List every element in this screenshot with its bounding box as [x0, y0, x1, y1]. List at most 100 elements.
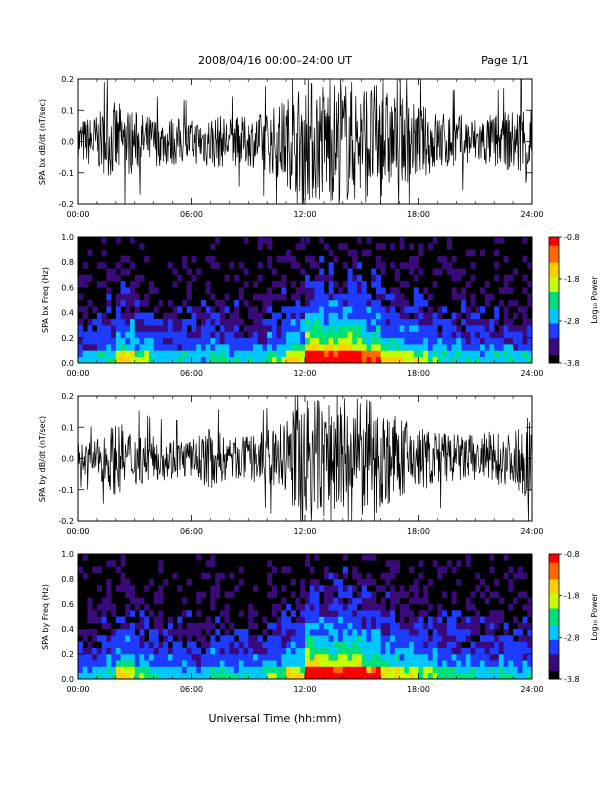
spectrogram-cell: [309, 281, 315, 288]
spectrogram-cell: [134, 356, 140, 364]
spectrogram-cell: [418, 629, 424, 636]
spectrogram-cell: [394, 350, 400, 357]
spectrogram-cell: [243, 672, 249, 680]
y-tick-label: 1.0: [61, 550, 74, 559]
spectrogram-cell: [248, 325, 254, 332]
colorbar-frame: [548, 553, 560, 680]
colorbar-swatch: [549, 281, 559, 284]
spectrogram-cell: [300, 337, 306, 345]
colorbar-swatch: [549, 247, 559, 250]
spectrogram-cell: [314, 635, 320, 642]
spectrogram-cell: [200, 325, 206, 332]
spectrogram-cell: [120, 660, 126, 667]
spectrogram-cell: [224, 610, 230, 617]
spectrogram-cell: [328, 281, 334, 288]
spectrogram-cell: [366, 654, 372, 661]
spectrogram-cell: [191, 337, 197, 345]
spectrogram-cell: [148, 325, 154, 332]
spectrogram-cell: [314, 281, 320, 288]
spectrogram-cell: [130, 660, 136, 667]
spectrogram-cell: [257, 635, 263, 642]
spectrogram-cell: [328, 622, 334, 630]
spectrogram-cell: [399, 262, 405, 269]
spectrogram-cell: [366, 647, 372, 655]
spectrogram-cell: [215, 572, 221, 580]
colorbar-swatch: [549, 651, 559, 655]
spectrogram-cell: [281, 318, 287, 326]
spectrogram-cell: [281, 660, 287, 667]
spectrogram-cell: [451, 350, 457, 357]
spectrogram-cell: [172, 666, 178, 674]
spectrogram-cell: [413, 356, 419, 364]
spectrogram-cell: [357, 350, 363, 357]
spectrogram-cell: [366, 300, 372, 307]
spectrogram-cell: [437, 629, 443, 636]
spectrogram-cell: [144, 350, 150, 357]
spectrogram-cell: [409, 344, 415, 351]
spectrogram-cell: [210, 647, 216, 655]
spectrogram-cell: [290, 610, 296, 617]
spectrogram-cell: [484, 585, 490, 592]
spectrogram-cell: [234, 647, 240, 655]
spectrogram-cell: [522, 572, 528, 580]
spectrogram-cell: [508, 672, 514, 680]
spectrogram-cell: [347, 350, 353, 357]
colorbar-tick-label: -1.8: [564, 275, 580, 284]
spectrogram-cell: [111, 268, 117, 276]
colorbar-swatch: [549, 346, 559, 349]
spectrogram-cell: [286, 566, 292, 574]
spectrogram-cell: [177, 641, 183, 649]
colorbar-swatch: [549, 255, 559, 259]
spectrogram-cell: [475, 306, 481, 313]
spectrogram-cell: [300, 647, 306, 655]
spectrogram-cell: [224, 318, 230, 326]
spectrogram-cell: [319, 300, 325, 307]
spectrogram-cell: [517, 660, 523, 667]
spectrogram-cell: [527, 604, 533, 611]
spectrogram-cell: [342, 243, 348, 250]
spectrogram-cell: [465, 331, 471, 339]
spectrogram-cell: [111, 344, 117, 351]
colorbar-swatch: [549, 660, 559, 663]
spectrogram-cell: [196, 344, 202, 351]
spectrogram-cell: [323, 306, 329, 313]
spectrogram-cell: [503, 647, 509, 655]
spectrogram-cell: [385, 654, 391, 661]
spectrogram-cell: [210, 654, 216, 661]
spectrogram-cell: [418, 560, 424, 567]
spectrogram-cell: [418, 293, 424, 301]
colorbar-swatch: [549, 293, 559, 297]
spectrogram-cell: [314, 579, 320, 586]
spectrogram-cell: [96, 325, 102, 332]
spectrogram-cell: [489, 629, 495, 636]
spectrogram-cell: [96, 660, 102, 667]
spectrogram-cell: [323, 641, 329, 649]
spectrogram-cell: [125, 672, 131, 680]
spectrogram-cell: [437, 337, 443, 345]
spectrogram-cell: [380, 629, 386, 636]
spectrogram-cell: [115, 344, 121, 351]
spectrogram-cell: [470, 666, 476, 674]
spectrogram-cell: [323, 604, 329, 611]
spectrogram-cell: [427, 293, 433, 301]
spectrogram-cell: [437, 344, 443, 351]
spectrogram-cell: [442, 262, 448, 269]
spectrogram-cell: [328, 300, 334, 307]
spectrogram-cell: [177, 337, 183, 345]
spectrogram-cell: [522, 274, 528, 282]
spectrogram-cell: [323, 666, 329, 674]
spectrogram-cell: [456, 654, 462, 661]
spectrogram-cell: [484, 325, 490, 332]
spectrogram-cell: [234, 641, 240, 649]
spectrogram-cell: [361, 318, 367, 326]
spectrogram-cell: [200, 300, 206, 307]
spectrogram-cell: [186, 293, 192, 301]
spectrogram-cell: [205, 629, 211, 636]
spectrogram-cell: [111, 641, 117, 649]
spectrogram-cell: [342, 325, 348, 332]
spectrogram-cell: [125, 318, 131, 326]
spectrogram-cell: [196, 622, 202, 630]
spectrogram-cell: [125, 337, 131, 345]
y-tick-label: 0.1: [61, 423, 74, 432]
spectrogram-cell: [432, 337, 438, 345]
